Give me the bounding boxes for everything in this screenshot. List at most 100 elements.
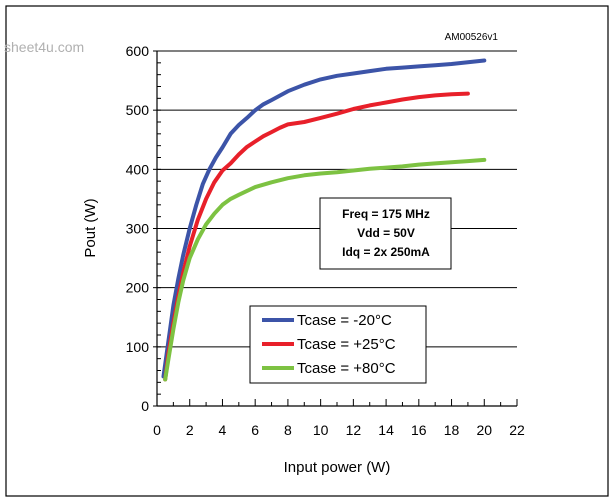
data-point [433,93,437,97]
y-tick-label: 300 [126,221,150,237]
data-point [351,107,355,111]
data-point [245,116,249,120]
data-point [351,71,355,75]
y-tick-label: 500 [126,102,150,118]
series-lines [161,58,487,382]
data-point [237,193,241,197]
data-point [237,123,241,127]
data-point [229,197,233,201]
data-point [181,253,185,257]
data-point [466,60,470,64]
data-point [368,69,372,73]
data-point [278,126,282,130]
data-point [212,180,216,184]
x-axis-title: Input power (W) [284,459,391,476]
x-tick-label: 8 [284,422,292,438]
legend: Tcase = -20°C Tcase = +25°C Tcase = +80°… [249,305,427,384]
annotation-box: Freq = 175 MHz Vdd = 50V Idq = 2x 250mA [319,197,452,270]
grid-lines [157,50,517,348]
data-point [417,64,421,68]
data-point [450,92,454,96]
data-point [400,98,404,102]
data-point [302,173,306,177]
data-point [368,103,372,107]
data-point [417,163,421,167]
data-point [335,170,339,174]
data-point [450,62,454,66]
data-point [482,158,486,162]
x-tick-label: 2 [186,422,194,438]
data-point [400,66,404,70]
x-tick-label: 6 [251,422,259,438]
x-tick-label: 20 [476,422,492,438]
data-point [166,357,170,361]
data-point [400,164,404,168]
data-point [466,92,470,96]
figure-frame [5,5,609,497]
y-tick-label: 0 [141,398,149,414]
data-point [194,203,198,207]
data-point [261,134,265,138]
data-point [176,300,180,304]
data-point [188,227,192,231]
data-point [450,160,454,164]
data-point [229,132,233,136]
data-point [204,197,208,201]
x-tick-label: 10 [313,422,329,438]
data-point [245,145,249,149]
data-point [261,102,265,106]
data-point [220,169,224,173]
data-point [196,218,200,222]
data-point [253,140,257,144]
annotation-freq: Freq = 175 MHz [342,207,430,221]
x-tick-label: 4 [219,422,227,438]
data-point [368,167,372,171]
data-point [196,237,200,241]
data-point [270,98,274,102]
annotation-vdd: Vdd = 50V [357,226,415,240]
series-line-0 [161,58,487,379]
legend-label-plus80: Tcase = +80°C [297,360,396,377]
data-point [207,167,211,171]
y-axis-title: Pout (W) [82,198,99,257]
data-point [335,112,339,116]
data-point [237,153,241,157]
x-tick-label: 22 [509,422,525,438]
data-point [201,182,205,186]
y-tick-label: 400 [126,161,150,177]
data-point [384,166,388,170]
data-point [171,327,175,331]
data-point [212,212,216,216]
data-point [302,83,306,87]
data-point [214,156,218,160]
x-tick-label: 18 [444,422,460,438]
annotation-frame [319,197,452,270]
data-point [482,58,486,62]
data-point [466,159,470,163]
data-point [417,95,421,99]
y-tick-label: 100 [126,339,150,355]
data-point [319,77,323,81]
data-point [270,180,274,184]
series-line-1 [163,91,470,382]
data-point [253,108,257,112]
data-point [302,120,306,124]
data-point [286,89,290,93]
legend-label-minus20: Tcase = -20°C [297,312,392,329]
x-tick-label: 0 [153,422,161,438]
data-point [286,122,290,126]
data-point [253,185,257,189]
data-point [270,130,274,134]
data-point [384,67,388,71]
y-tick-label: 200 [126,280,150,296]
data-point [319,116,323,120]
data-point [351,169,355,173]
data-point [319,171,323,175]
x-tick-label: 12 [346,422,362,438]
data-point [188,244,192,248]
data-point [433,63,437,67]
legend-label-plus25: Tcase = +25°C [297,336,396,353]
series-line-2 [163,157,487,382]
x-tick-label: 16 [411,422,427,438]
